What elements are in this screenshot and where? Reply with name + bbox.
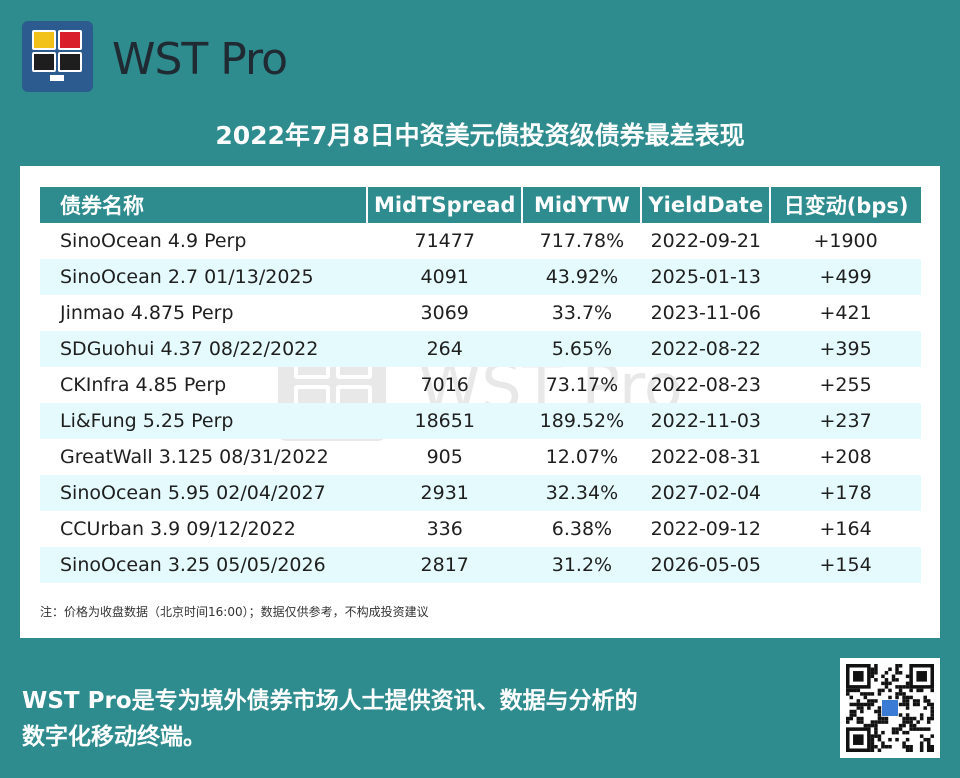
footer-line-2: 数字化移动终端。 xyxy=(22,724,206,750)
change-cell: +208 xyxy=(819,446,872,468)
col-header-name: 债券名称 xyxy=(40,187,368,223)
yielddate-cell: 2022-09-21 xyxy=(650,230,762,252)
wst-logo-icon xyxy=(22,21,93,92)
bond-name-cell: CCUrban 3.9 09/12/2022 xyxy=(60,518,296,540)
table-row: Li&Fung 5.25 Perp 18651 189.52% 2022-11-03 +… xyxy=(40,403,921,439)
table-row: SinoOcean 3.25 05/05/2026 2817 31.2% 2026-0… xyxy=(40,547,921,583)
footnote: 注：价格为收盘数据（北京时间16:00）；数据仅供参考，不构成投资建议 xyxy=(40,605,429,619)
ytw-cell: 12.07% xyxy=(545,446,619,468)
spread-cell: 7016 xyxy=(420,374,469,396)
yielddate-cell: 2022-08-23 xyxy=(650,374,762,396)
bond-name-cell: SinoOcean 5.95 02/04/2027 xyxy=(40,475,367,511)
bond-name-cell: SinoOcean 2.7 01/13/2025 xyxy=(40,259,367,295)
col-header-ytw: MidYTW xyxy=(522,187,643,223)
spread-cell: 3069 xyxy=(420,302,469,324)
change-cell: +164 xyxy=(819,518,872,540)
spread-cell: 4091 xyxy=(367,259,523,295)
change-cell: +395 xyxy=(770,331,921,367)
table-header-row: 债券名称 MidTSpread MidYTW YieldDate 日变动(bps… xyxy=(40,187,921,223)
col-header-yielddate: YieldDate xyxy=(641,187,772,223)
table-row: SinoOcean 2.7 01/13/2025 4091 43.92% 2025-0… xyxy=(40,259,921,295)
yielddate-cell: 2022-09-12 xyxy=(650,518,762,540)
spread-cell: 264 xyxy=(367,331,523,367)
change-cell: +178 xyxy=(770,475,921,511)
ytw-cell: 6.38% xyxy=(551,518,613,540)
footer-text: WST Pro是专为境外债券市场人士提供资讯、数据与分析的 数字化移动终端。 xyxy=(22,683,802,755)
spread-cell: 71477 xyxy=(414,230,475,252)
page-title: 2022年7月8日中资美元债投资级债券最差表现 xyxy=(215,121,745,150)
brand-name: WST Pro xyxy=(112,34,288,85)
ytw-cell: 31.2% xyxy=(522,547,642,583)
spread-cell: 905 xyxy=(426,446,463,468)
ytw-cell: 33.7% xyxy=(551,302,613,324)
yielddate-cell: 2022-08-22 xyxy=(641,331,771,367)
change-cell: +499 xyxy=(770,259,921,295)
yielddate-cell: 2026-05-05 xyxy=(641,547,771,583)
table-row: SinoOcean 5.95 02/04/2027 2931 32.34% 2027-… xyxy=(40,475,921,511)
ytw-cell: 73.17% xyxy=(545,374,619,396)
spread-cell: 18651 xyxy=(367,403,523,439)
table-row: SinoOcean 4.9 Perp 71477 717.78% 2022-09-21… xyxy=(40,223,921,259)
spread-cell: 336 xyxy=(426,518,463,540)
table-row: GreatWall 3.125 08/31/2022 905 12.07% 2022-… xyxy=(40,439,921,475)
table-row: SDGuohui 4.37 08/22/2022 264 5.65% 2022-08-… xyxy=(40,331,921,367)
bond-name-cell: CKInfra 4.85 Perp xyxy=(60,374,227,396)
bond-name-cell: SDGuohui 4.37 08/22/2022 xyxy=(40,331,367,367)
yielddate-cell: 2027-02-04 xyxy=(641,475,771,511)
bond-table: 债券名称 MidTSpread MidYTW YieldDate 日变动(bps… xyxy=(40,187,921,583)
bond-name-cell: SinoOcean 4.9 Perp xyxy=(60,230,247,252)
ytw-cell: 5.65% xyxy=(522,331,642,367)
spread-cell: 2931 xyxy=(367,475,523,511)
table-row: Jinmao 4.875 Perp 3069 33.7% 2023-11-06 +421 xyxy=(40,295,921,331)
yielddate-cell: 2022-11-03 xyxy=(641,403,771,439)
ytw-cell: 32.34% xyxy=(522,475,642,511)
bond-name-cell: SinoOcean 3.25 05/05/2026 xyxy=(40,547,367,583)
change-cell: +154 xyxy=(770,547,921,583)
ytw-cell: 717.78% xyxy=(539,230,625,252)
yielddate-cell: 2023-11-06 xyxy=(650,302,762,324)
table-row: CKInfra 4.85 Perp 7016 73.17% 2022-08-23 +25… xyxy=(40,367,921,403)
footer-line-1: WST Pro是专为境外债券市场人士提供资讯、数据与分析的 xyxy=(22,688,638,714)
bond-name-cell: GreatWall 3.125 08/31/2022 xyxy=(60,446,329,468)
spread-cell: 2817 xyxy=(367,547,523,583)
change-cell: +421 xyxy=(819,302,872,324)
change-cell: +255 xyxy=(819,374,872,396)
yielddate-cell: 2022-08-31 xyxy=(650,446,762,468)
ytw-cell: 189.52% xyxy=(522,403,642,439)
change-cell: +1900 xyxy=(813,230,878,252)
table-row: CCUrban 3.9 09/12/2022 336 6.38% 2022-09-12… xyxy=(40,511,921,547)
bond-name-cell: Jinmao 4.875 Perp xyxy=(60,302,234,324)
change-cell: +237 xyxy=(770,403,921,439)
qr-code-icon xyxy=(840,658,940,758)
col-header-spread: MidTSpread xyxy=(367,187,524,223)
yielddate-cell: 2025-01-13 xyxy=(641,259,771,295)
bond-name-cell: Li&Fung 5.25 Perp xyxy=(40,403,367,439)
ytw-cell: 43.92% xyxy=(522,259,642,295)
col-header-change: 日变动(bps) xyxy=(770,187,921,223)
